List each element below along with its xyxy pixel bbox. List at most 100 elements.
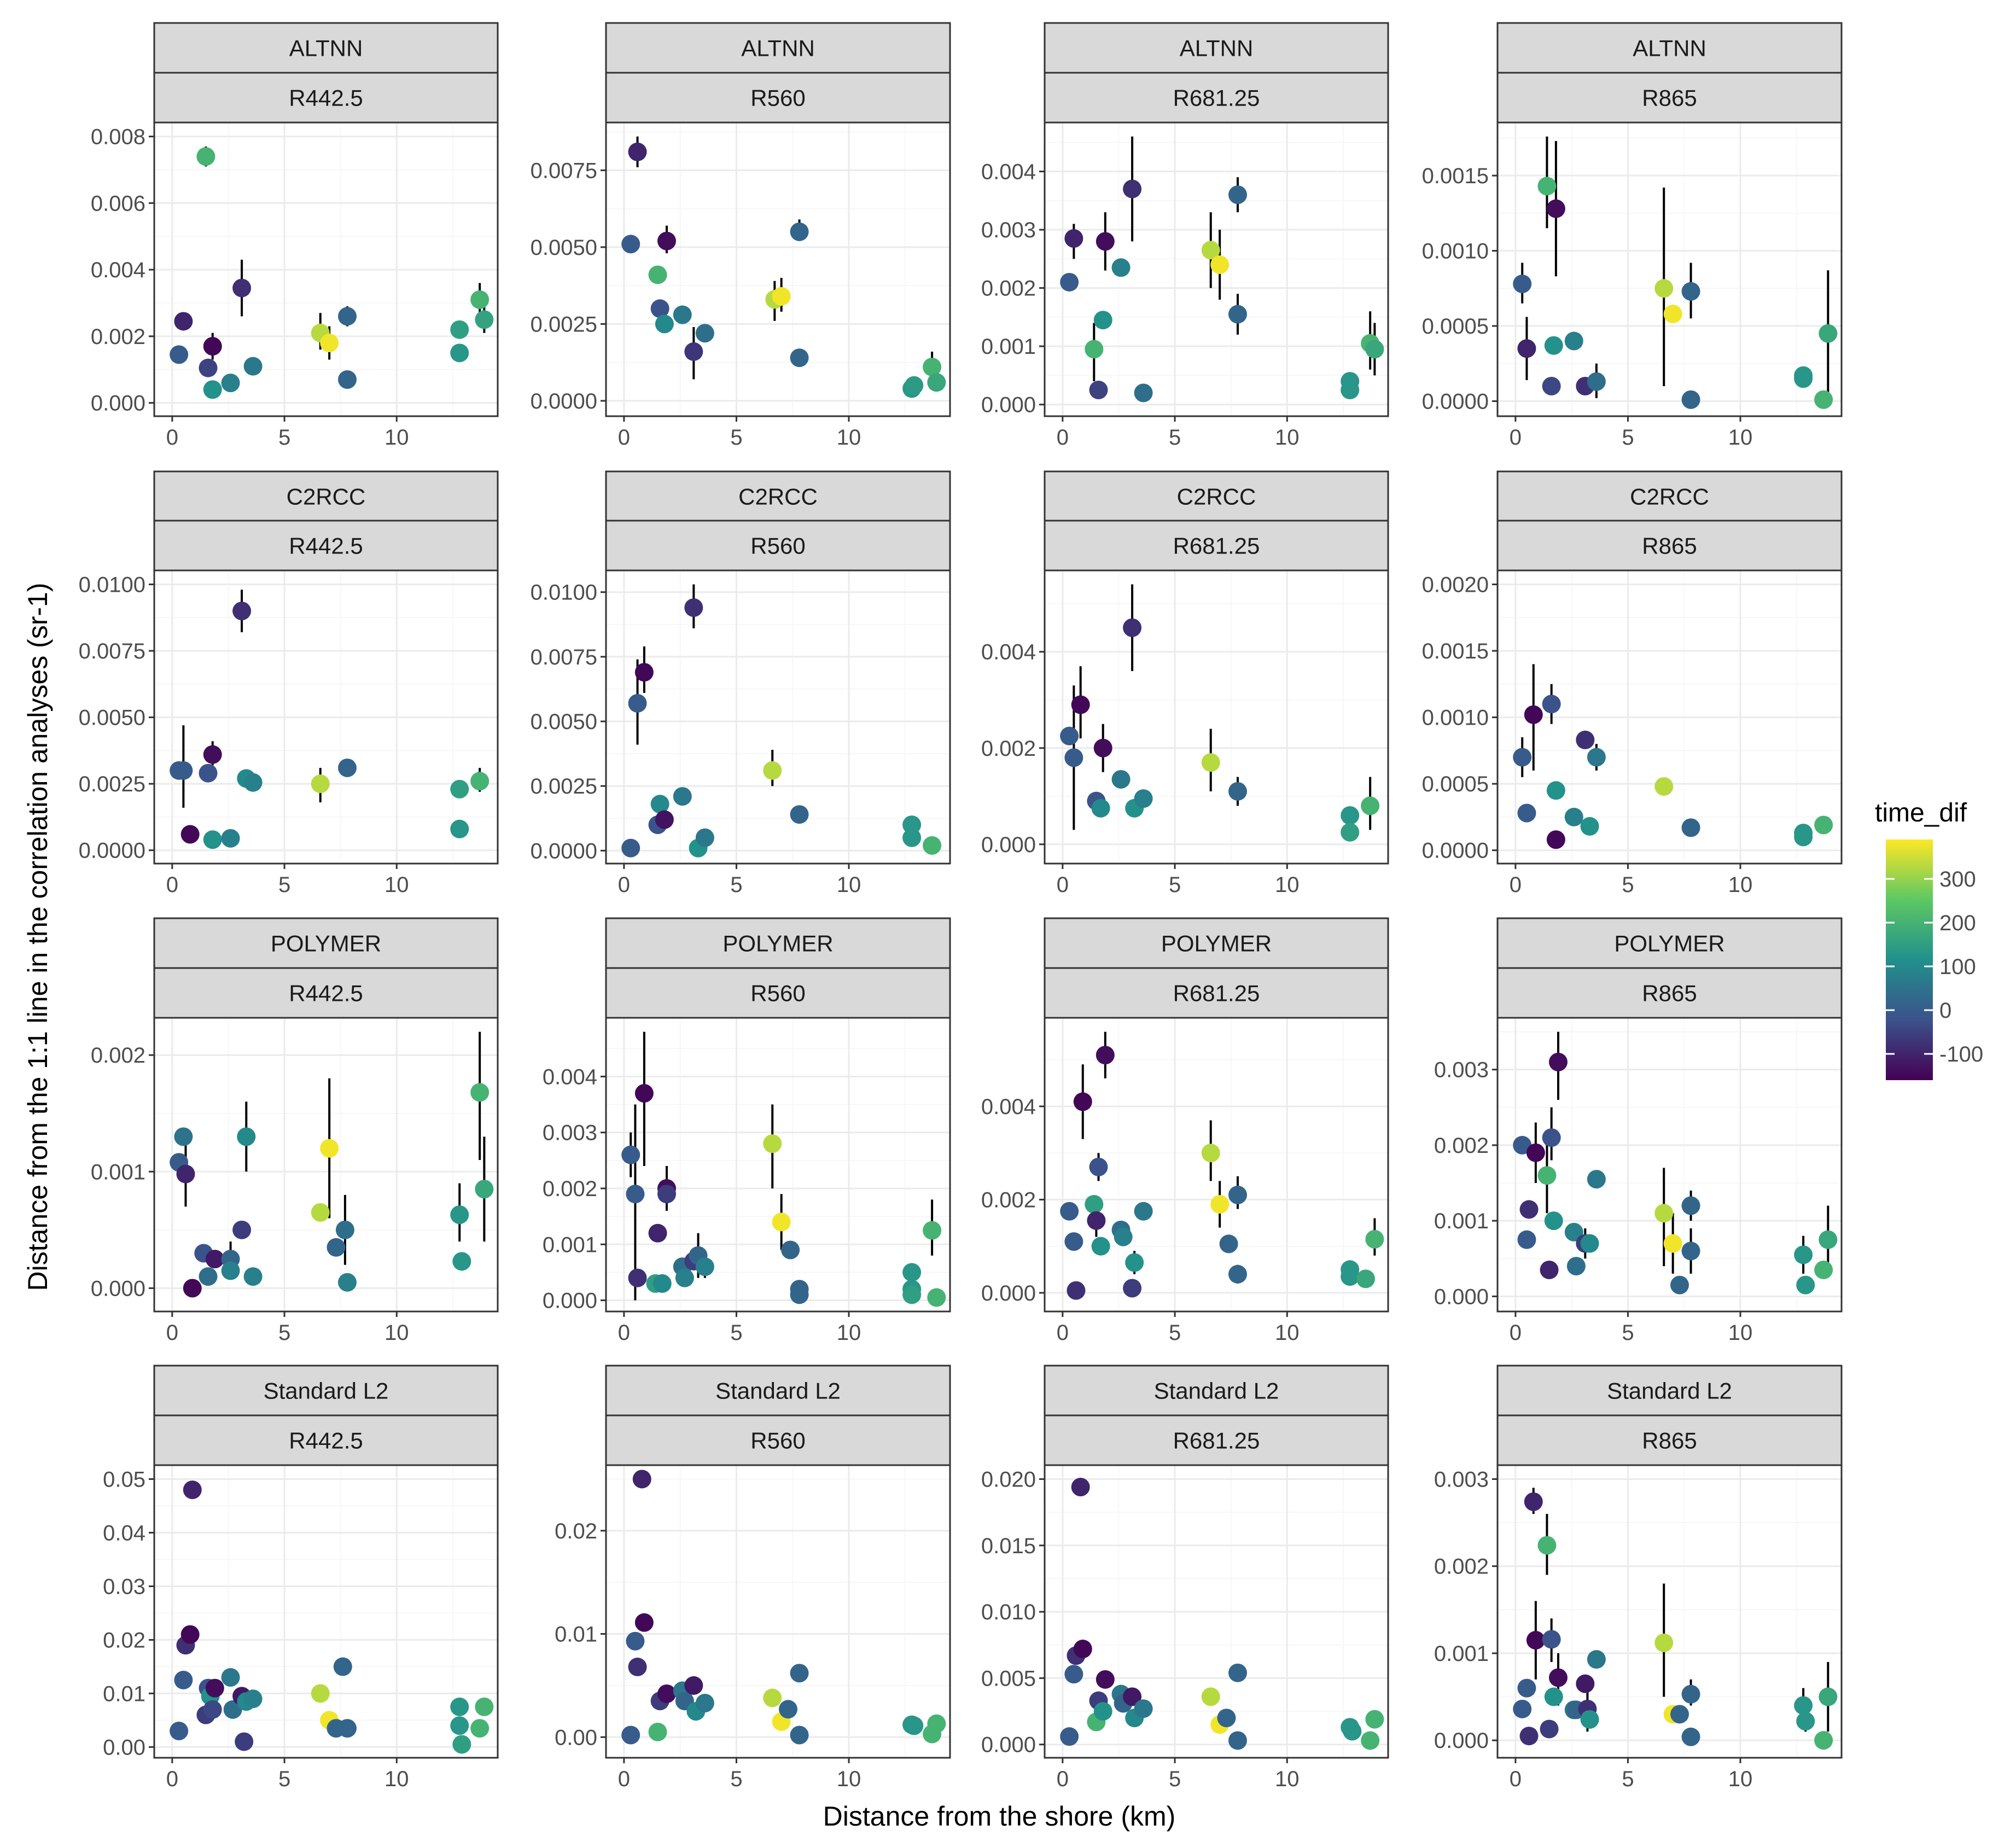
data-point <box>1517 1678 1536 1698</box>
data-point <box>235 1732 254 1751</box>
data-point <box>183 1279 202 1298</box>
x-tick-label: 0 <box>1510 873 1522 897</box>
data-point <box>1542 695 1561 714</box>
strip-band-label: R681.25 <box>1173 533 1260 559</box>
data-point <box>1091 798 1110 818</box>
data-point <box>1794 827 1813 847</box>
strip-method-label: C2RCC <box>1630 484 1709 510</box>
data-point <box>1111 258 1131 277</box>
strip-method-label: ALTNN <box>289 36 363 61</box>
data-point <box>1228 305 1247 324</box>
y-tick-label: 0.01 <box>555 1623 597 1647</box>
data-point <box>1365 1229 1384 1249</box>
data-point <box>1064 229 1083 248</box>
x-tick-label: 0 <box>1510 425 1522 450</box>
x-tick-label: 5 <box>278 873 290 897</box>
data-point <box>1814 390 1833 409</box>
data-point <box>1526 1631 1545 1650</box>
data-point <box>1587 748 1606 767</box>
x-tick-label: 10 <box>1275 873 1300 897</box>
data-point <box>1587 372 1606 391</box>
x-tick-label: 10 <box>837 873 861 897</box>
data-point <box>337 758 357 777</box>
panel-background <box>1498 123 1842 416</box>
data-point <box>1096 1046 1115 1065</box>
strip-band <box>605 520 951 572</box>
data-point <box>632 1470 651 1489</box>
strip-band <box>605 967 951 1019</box>
strip-band <box>1044 1414 1389 1466</box>
data-point <box>221 374 240 393</box>
data-point <box>1819 1687 1838 1706</box>
y-tick-label: 0.003 <box>543 1121 597 1145</box>
strip-band <box>153 967 499 1019</box>
data-point <box>1794 1245 1813 1264</box>
y-tick-label: 0.002 <box>981 1188 1036 1212</box>
strip-band-label: R442.5 <box>289 85 363 111</box>
data-point <box>1517 803 1536 823</box>
data-point <box>1524 705 1543 724</box>
data-point <box>634 1084 654 1103</box>
strip-band <box>1044 520 1389 572</box>
data-point <box>1681 282 1700 301</box>
data-point <box>621 1145 640 1164</box>
strip-band-label: R560 <box>750 85 805 111</box>
data-point <box>675 1268 694 1287</box>
panel-border <box>153 1017 499 1313</box>
y-tick-label: 0.004 <box>981 160 1036 184</box>
strip-method-label: POLYMER <box>1614 931 1724 957</box>
data-point <box>232 602 252 621</box>
x-tick-label: 5 <box>278 1767 290 1791</box>
y-tick-label: 0.000 <box>981 1281 1036 1305</box>
y-tick-label: 0.0050 <box>531 236 597 260</box>
data-point <box>174 312 193 331</box>
data-point <box>626 1185 645 1204</box>
x-tick-label: 0 <box>166 425 178 450</box>
y-tick-label: 0.0050 <box>79 706 145 730</box>
data-point <box>1341 806 1360 825</box>
data-point <box>450 343 469 363</box>
data-point <box>927 1714 946 1733</box>
data-point <box>1210 1194 1230 1214</box>
x-tick-label: 10 <box>384 1321 409 1345</box>
data-point <box>1228 782 1247 801</box>
panel-background <box>1045 570 1388 864</box>
x-tick-label: 5 <box>1169 425 1181 450</box>
y-tick-label: 0.03 <box>103 1575 145 1599</box>
data-point <box>1134 1699 1153 1718</box>
data-point <box>1513 1699 1532 1718</box>
data-point <box>695 324 714 343</box>
data-point <box>1093 1702 1112 1721</box>
data-point <box>1343 1722 1362 1741</box>
data-point <box>1073 1092 1092 1111</box>
x-tick-label: 0 <box>618 873 630 897</box>
y-tick-label: 0.05 <box>103 1467 145 1491</box>
facet-panel-altnn-r681.25: ALTNN R681.25 0.000 0.001 0.002 0.003 0.004 0 5 1… <box>981 22 1389 450</box>
data-point <box>1580 1710 1599 1729</box>
facet-panel-polymer-r865: POLYMER R865 0.000 0.001 0.002 0.003 0 5 10 <box>1434 917 1843 1345</box>
data-point <box>1201 241 1220 260</box>
data-point <box>648 265 667 284</box>
data-point <box>1096 232 1115 251</box>
strip-method <box>605 470 951 522</box>
x-tick-label: 0 <box>166 873 178 897</box>
data-point <box>655 810 674 829</box>
strip-method-label: POLYMER <box>271 931 381 957</box>
strip-method <box>153 1365 499 1416</box>
data-point <box>450 819 469 838</box>
strip-method-label: POLYMER <box>1161 931 1272 957</box>
x-tick-label: 5 <box>1622 873 1634 897</box>
strip-band-label: R442.5 <box>289 533 363 559</box>
y-tick-label: 0.0050 <box>531 710 597 734</box>
data-point <box>223 1700 242 1719</box>
strip-method <box>1496 22 1843 74</box>
data-point <box>902 815 922 835</box>
data-point <box>1549 1668 1568 1687</box>
strip-band-label: R681.25 <box>1173 85 1260 111</box>
data-point <box>1544 336 1563 355</box>
data-point <box>221 1668 240 1687</box>
data-point <box>1114 1227 1133 1246</box>
strip-method-label: ALTNN <box>1180 36 1254 61</box>
x-tick-label: 5 <box>1169 1767 1181 1791</box>
data-point <box>650 795 669 814</box>
